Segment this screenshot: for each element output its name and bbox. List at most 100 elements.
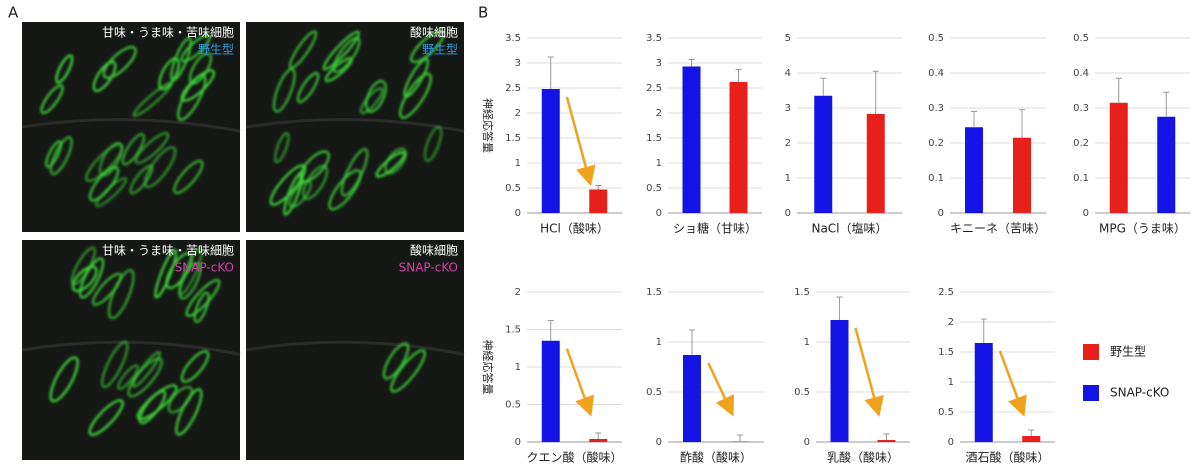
y-tick-label: 2.5 — [505, 83, 521, 94]
cell — [49, 356, 79, 403]
y-tick-label: 0 — [948, 437, 954, 448]
y-tick-label: 2 — [785, 138, 791, 149]
y-tick-label: 1.5 — [505, 133, 521, 144]
bar — [589, 439, 608, 442]
y-tick-label: 3 — [785, 103, 791, 114]
cell — [85, 143, 124, 183]
cell — [180, 350, 210, 383]
y-tick-label: 1 — [515, 362, 521, 373]
x-axis-label: 酒石酸（酸味） — [965, 450, 1049, 465]
cell — [364, 79, 387, 113]
cells — [382, 342, 426, 393]
y-tick-label: 1 — [515, 158, 521, 169]
cell — [324, 56, 353, 83]
image-title: 甘味・うま味・苦味細胞 — [102, 26, 234, 40]
cell — [158, 57, 181, 91]
y-tick-label: 0.2 — [1073, 138, 1089, 149]
y-tick-label: 1.5 — [794, 287, 810, 298]
error-bar — [595, 185, 602, 190]
bar — [974, 343, 993, 442]
image-title: 酸味細胞 — [410, 25, 458, 40]
y-tick-label: 3 — [656, 58, 662, 69]
cell — [88, 399, 124, 437]
error-bar — [688, 59, 695, 67]
y-tick-label: 2 — [515, 108, 521, 119]
y-tick-label: 3 — [515, 58, 521, 69]
cell — [131, 350, 162, 388]
cell — [49, 136, 73, 176]
bar — [1157, 116, 1176, 213]
y-tick-label: 0.5 — [928, 33, 944, 44]
micrograph — [246, 240, 464, 460]
bar — [589, 189, 608, 213]
y-axis-label: 神経応答量 — [481, 340, 495, 395]
error-bar — [1115, 77, 1122, 103]
x-axis-label: ショ糖（甘味） — [673, 221, 757, 236]
cell — [154, 248, 178, 299]
y-tick-label: 2 — [656, 108, 662, 119]
y-tick-label: 0 — [804, 437, 810, 448]
cell — [273, 131, 290, 164]
cell — [382, 342, 410, 380]
cell — [193, 291, 210, 324]
error-bar — [883, 433, 890, 440]
legend-swatch — [1083, 385, 1099, 401]
cell — [185, 278, 221, 318]
cell — [143, 146, 177, 189]
y-tick-label: 0 — [515, 208, 521, 219]
y-tick-label: 2.5 — [938, 287, 954, 298]
x-axis-label: クエン酸（酸味） — [526, 450, 622, 465]
bar — [1013, 137, 1031, 213]
y-tick-label: 2 — [948, 317, 954, 328]
cell — [359, 87, 384, 115]
cells — [49, 246, 221, 437]
cell — [91, 272, 123, 306]
arrow — [707, 362, 735, 417]
x-axis-label: 酢酸（酸味） — [680, 450, 752, 465]
cell — [121, 133, 146, 166]
error-bar — [737, 434, 743, 442]
error-bar — [595, 432, 602, 439]
cell — [40, 84, 64, 115]
bar — [682, 66, 701, 213]
cell — [70, 246, 97, 286]
cell — [288, 30, 318, 70]
y-tick-label: 1.5 — [938, 347, 954, 358]
bar — [683, 355, 701, 442]
y-tick-label: 1.5 — [646, 133, 662, 144]
error-bar — [820, 77, 827, 96]
micrograph — [22, 240, 240, 460]
y-tick-label: 0.5 — [646, 183, 662, 194]
cell — [102, 45, 137, 80]
bar — [541, 340, 560, 442]
bar — [1022, 436, 1041, 442]
y-tick-label: 0 — [785, 208, 791, 219]
cell — [423, 125, 443, 163]
micrographs: 甘味・うま味・苦味細胞野生型酸味細胞野生型甘味・うま味・苦味細胞SNAP-cKO… — [21, 22, 465, 460]
y-tick-label: 3.5 — [646, 33, 662, 44]
legend-label: SNAP-cKO — [1110, 386, 1169, 400]
y-tick-label: 0.5 — [794, 387, 810, 398]
cell — [410, 29, 445, 64]
micrograph — [22, 22, 240, 232]
y-tick-label: 0.5 — [505, 183, 521, 194]
y-tick-label: 0.5 — [505, 400, 521, 411]
y-tick-label: 0.5 — [646, 387, 662, 398]
y-tick-label: 1 — [656, 337, 662, 348]
y-tick-label: 0 — [656, 208, 662, 219]
charts: 0 0.5 1 1.5 2 2.5 3 3.5 HCl（酸味） 神経応答量 0 0.5 1 1.5 2 2.5… — [481, 33, 1190, 465]
cell — [272, 67, 296, 113]
arrow — [565, 348, 595, 417]
cell — [296, 71, 320, 104]
cell — [117, 364, 139, 391]
panel-label: B — [478, 4, 488, 22]
y-tick-label: 0 — [656, 437, 662, 448]
cell — [298, 150, 330, 183]
y-tick-label: 0 — [1083, 208, 1089, 219]
cell — [175, 388, 203, 436]
cell — [100, 340, 129, 389]
y-tick-label: 4 — [785, 68, 791, 79]
bar — [866, 113, 885, 213]
cell — [328, 169, 362, 211]
cells — [40, 34, 216, 208]
